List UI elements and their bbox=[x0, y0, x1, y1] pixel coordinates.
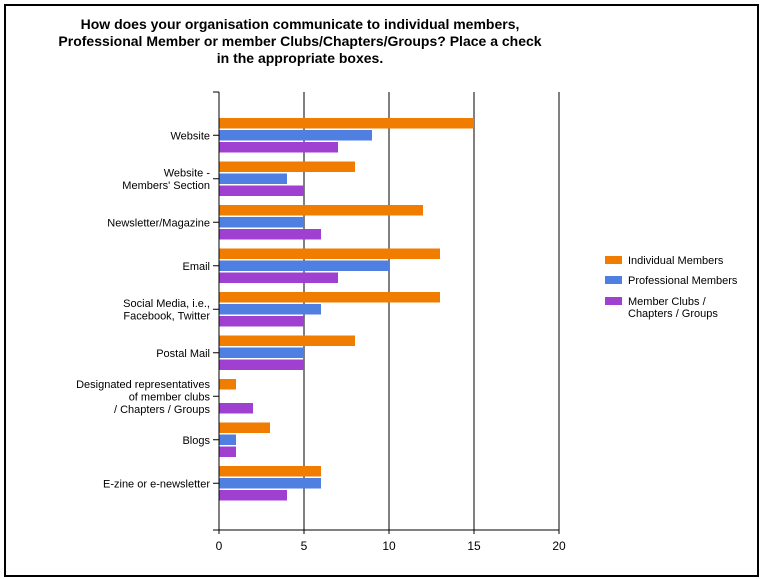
category-label: Postal Mail bbox=[156, 348, 210, 360]
bar-clubs bbox=[219, 446, 236, 457]
category-label: Website bbox=[170, 130, 210, 142]
bar-clubs bbox=[219, 490, 287, 501]
category-label: Social Media, i.e., bbox=[123, 298, 210, 310]
x-tick-label: 20 bbox=[552, 539, 566, 553]
chart-title-line: in the appropriate boxes. bbox=[216, 50, 384, 66]
x-tick-label: 0 bbox=[216, 539, 223, 553]
legend-swatch bbox=[605, 276, 622, 284]
bar-individual bbox=[219, 335, 355, 346]
bar-clubs bbox=[219, 185, 304, 196]
category-label: Blogs bbox=[182, 435, 210, 447]
bar-individual bbox=[219, 466, 321, 477]
x-tick-label: 5 bbox=[301, 539, 308, 553]
legend-label: Professional Members bbox=[628, 275, 738, 287]
chart-title: How does your organisation communicate t… bbox=[40, 16, 560, 67]
bar-clubs bbox=[219, 359, 304, 370]
bar-professional bbox=[219, 173, 287, 184]
bar-clubs bbox=[219, 272, 338, 283]
chart-title-line: Professional Member or member Clubs/Chap… bbox=[58, 33, 542, 49]
category-label: Facebook, Twitter bbox=[123, 311, 210, 323]
bar-professional bbox=[219, 434, 236, 445]
legend-label: Individual Members bbox=[628, 255, 724, 267]
bar-professional bbox=[219, 347, 304, 358]
category-label: Members' Section bbox=[122, 180, 210, 192]
bar-professional bbox=[219, 304, 321, 315]
bar-individual bbox=[219, 205, 423, 216]
legend-swatch bbox=[605, 256, 622, 264]
category-label: E-zine or e-newsletter bbox=[103, 478, 210, 490]
bar-professional bbox=[219, 217, 304, 228]
bar-individual bbox=[219, 379, 236, 390]
category-label: Newsletter/Magazine bbox=[107, 217, 210, 229]
bar-professional bbox=[219, 260, 389, 271]
category-label: of member clubs bbox=[129, 391, 211, 403]
bar-individual bbox=[219, 248, 440, 259]
bar-individual bbox=[219, 292, 440, 303]
bar-clubs bbox=[219, 316, 304, 327]
chart-frame bbox=[4, 4, 759, 577]
chart-title-line: How does your organisation communicate t… bbox=[80, 16, 520, 32]
legend-label: Member Clubs / bbox=[628, 296, 707, 308]
legend-swatch bbox=[605, 297, 622, 305]
category-label: / Chapters / Groups bbox=[114, 404, 210, 416]
bar-clubs bbox=[219, 229, 321, 240]
category-label: Website - bbox=[164, 168, 211, 180]
x-tick-label: 10 bbox=[382, 539, 396, 553]
legend-label: Chapters / Groups bbox=[628, 308, 718, 320]
bar-clubs bbox=[219, 142, 338, 153]
category-label: Email bbox=[182, 261, 210, 273]
bar-individual bbox=[219, 422, 270, 433]
bar-professional bbox=[219, 130, 372, 141]
x-tick-label: 15 bbox=[467, 539, 481, 553]
bar-individual bbox=[219, 118, 474, 129]
bar-individual bbox=[219, 161, 355, 172]
category-label: Designated representatives bbox=[76, 379, 210, 391]
bar-professional bbox=[219, 478, 321, 489]
bar-clubs bbox=[219, 403, 253, 414]
